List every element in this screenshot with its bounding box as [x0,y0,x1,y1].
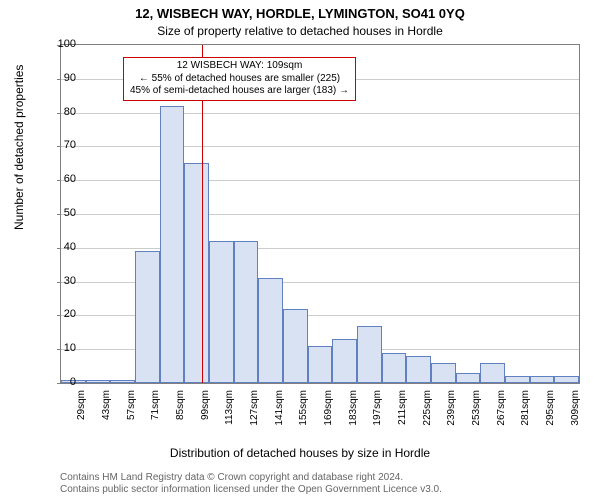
histogram-bar [258,278,283,383]
xtick-label: 57sqm [126,390,137,440]
histogram-bar [308,346,333,383]
ytick-label: 70 [42,140,76,150]
y-axis-label: Number of detached properties [12,65,26,230]
x-axis-label: Distribution of detached houses by size … [0,446,600,460]
histogram-bar [480,363,505,383]
histogram-bar [160,106,185,383]
plot-area: 12 WISBECH WAY: 109sqm← 55% of detached … [60,44,580,384]
histogram-bar [110,380,135,383]
xtick-label: 29sqm [76,390,87,440]
xtick-label: 309sqm [570,390,581,440]
ytick-label: 20 [42,309,76,319]
xtick-label: 85sqm [175,390,186,440]
histogram-bar [332,339,357,383]
xtick-label: 155sqm [298,390,309,440]
ytick-label: 40 [42,242,76,252]
ytick-label: 60 [42,174,76,184]
histogram-bar [382,353,407,383]
histogram-bar [406,356,431,383]
histogram-bar [431,363,456,383]
ytick-label: 90 [42,73,76,83]
xtick-label: 127sqm [249,390,260,440]
xtick-label: 43sqm [101,390,112,440]
annotation-box: 12 WISBECH WAY: 109sqm← 55% of detached … [123,57,356,101]
histogram-bar [283,309,308,383]
gridline [61,146,579,147]
ytick-label: 100 [42,39,76,49]
xtick-label: 211sqm [397,390,408,440]
histogram-bar [357,326,382,383]
annotation-line: 45% of semi-detached houses are larger (… [130,85,349,98]
footer-line: Contains public sector information licen… [60,484,580,496]
xtick-label: 295sqm [545,390,556,440]
xtick-label: 281sqm [520,390,531,440]
chart-title: 12, WISBECH WAY, HORDLE, LYMINGTON, SO41… [0,6,600,21]
footer-line: Contains HM Land Registry data © Crown c… [60,472,580,484]
xtick-label: 183sqm [348,390,359,440]
gridline [61,214,579,215]
gridline [61,180,579,181]
chart-subtitle: Size of property relative to detached ho… [0,24,600,38]
annotation-line: 12 WISBECH WAY: 109sqm [130,60,349,73]
histogram-bar [86,380,111,383]
histogram-bar [456,373,481,383]
ytick-label: 30 [42,276,76,286]
histogram-bar [554,376,579,383]
annotation-line: ← 55% of detached houses are smaller (22… [130,73,349,86]
xtick-label: 197sqm [372,390,383,440]
histogram-bar [209,241,234,383]
chart-container: { "chart": { "type": "histogram", "title… [0,0,600,500]
xtick-label: 99sqm [200,390,211,440]
ytick-label: 10 [42,343,76,353]
footer-attribution: Contains HM Land Registry data © Crown c… [60,472,580,496]
ytick-label: 80 [42,107,76,117]
xtick-label: 239sqm [446,390,457,440]
histogram-bar [530,376,555,383]
histogram-bar [135,251,160,383]
xtick-label: 71sqm [150,390,161,440]
xtick-label: 267sqm [496,390,507,440]
gridline [61,113,579,114]
histogram-bar [505,376,530,383]
xtick-label: 141sqm [274,390,285,440]
xtick-label: 253sqm [471,390,482,440]
ytick-label: 50 [42,208,76,218]
gridline [61,248,579,249]
xtick-label: 113sqm [224,390,235,440]
xtick-label: 225sqm [422,390,433,440]
xtick-label: 169sqm [323,390,334,440]
histogram-bar [234,241,259,383]
histogram-bar [184,163,209,383]
ytick-label: 0 [42,377,76,387]
